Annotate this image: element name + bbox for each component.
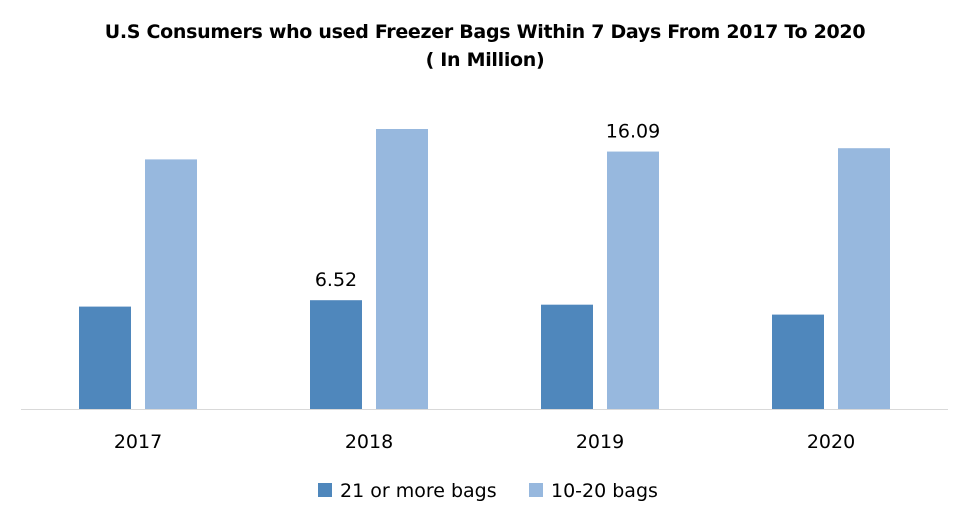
chart-title-block: U.S Consumers who used Freezer Bags With… — [0, 18, 970, 74]
data-label-2019-s2: 16.09 — [606, 121, 660, 143]
bars-layer — [79, 129, 890, 409]
legend-swatch-s2 — [529, 483, 543, 497]
legend-label-s2: 10-20 bags — [551, 480, 658, 502]
bar-series2-2019 — [607, 151, 659, 409]
bar-series1-2017 — [79, 306, 131, 409]
x-tick-label-2017: 2017 — [114, 431, 162, 453]
legend-label-s1: 21 or more bags — [340, 480, 497, 502]
bar-series1-2019 — [541, 304, 593, 409]
legend-item-s1: 21 or more bags — [318, 480, 497, 502]
legend-item-s2: 10-20 bags — [529, 480, 658, 502]
x-tick-label-2019: 2019 — [576, 431, 624, 453]
x-tick-label-2018: 2018 — [345, 431, 393, 453]
chart-title: U.S Consumers who used Freezer Bags With… — [104, 21, 866, 43]
bar-series2-2018 — [376, 129, 428, 409]
bar-series1-2020 — [772, 314, 824, 409]
bar-series2-2017 — [145, 159, 197, 409]
data-label-2018-s1: 6.52 — [315, 269, 357, 291]
legend: 21 or more bags 10-20 bags — [318, 480, 658, 502]
bar-series1-2018 — [310, 300, 362, 409]
x-tick-label-2020: 2020 — [807, 431, 855, 453]
legend-swatch-s1 — [318, 483, 332, 497]
bar-series2-2020 — [838, 148, 890, 409]
labels-layer: 2017 6.52 2018 16.09 2019 2020 — [114, 121, 855, 453]
chart-subtitle: ( In Million) — [425, 49, 545, 71]
